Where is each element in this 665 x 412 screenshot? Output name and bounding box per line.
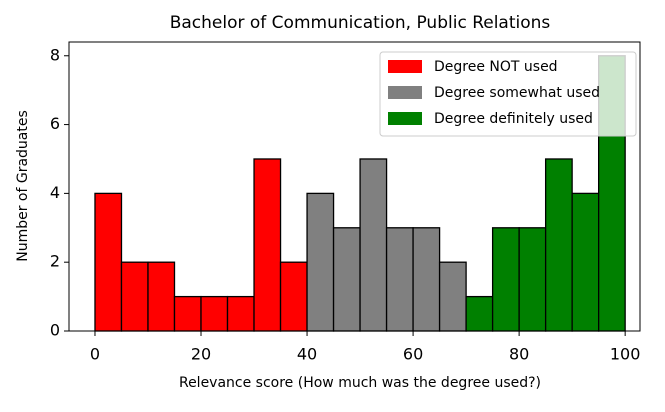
legend-swatch (388, 86, 422, 99)
bar (306, 192, 335, 332)
y-tick-label: 6 (50, 114, 60, 133)
plot-frame (68, 41, 641, 332)
bar (518, 227, 547, 332)
y-axis-label: Number of Graduates (15, 110, 31, 262)
bar (226, 295, 255, 332)
legend: Degree NOT used Degree somewhat used Degre… (379, 51, 637, 137)
legend-swatch (388, 60, 422, 73)
y-tick-label: 4 (50, 183, 60, 202)
x-tick-label: 80 (509, 345, 529, 364)
bar (94, 192, 123, 332)
x-tick-label: 20 (191, 345, 211, 364)
legend-swatch (388, 112, 422, 125)
legend-label: Degree somewhat used (434, 85, 600, 101)
y-tick-label: 2 (50, 252, 60, 271)
bar (200, 295, 229, 332)
bar (412, 227, 441, 332)
legend-box (379, 51, 637, 137)
y-tick-label: 0 (50, 321, 60, 340)
x-axis-label: Relevance score (How much was the degree… (179, 375, 541, 391)
legend-label: Degree definitely used (434, 111, 593, 127)
x-tick-label: 40 (297, 345, 317, 364)
bar (359, 158, 388, 332)
y-tick-label: 8 (50, 45, 60, 64)
x-tick-label: 0 (90, 345, 100, 364)
x-tick-label: 60 (403, 345, 423, 364)
bar (173, 295, 202, 332)
bar (491, 227, 520, 332)
bar (332, 227, 361, 332)
bar (120, 261, 149, 332)
legend-label: Degree NOT used (434, 59, 558, 75)
bar (279, 261, 308, 332)
x-tick-label: 100 (610, 345, 641, 364)
bar (147, 261, 176, 332)
bar (385, 227, 414, 332)
bar (465, 295, 494, 332)
bar (571, 192, 600, 332)
chart-title: Bachelor of Communication, Public Relati… (170, 13, 551, 33)
bar (544, 158, 573, 332)
bar (253, 158, 282, 332)
bar (438, 261, 467, 332)
